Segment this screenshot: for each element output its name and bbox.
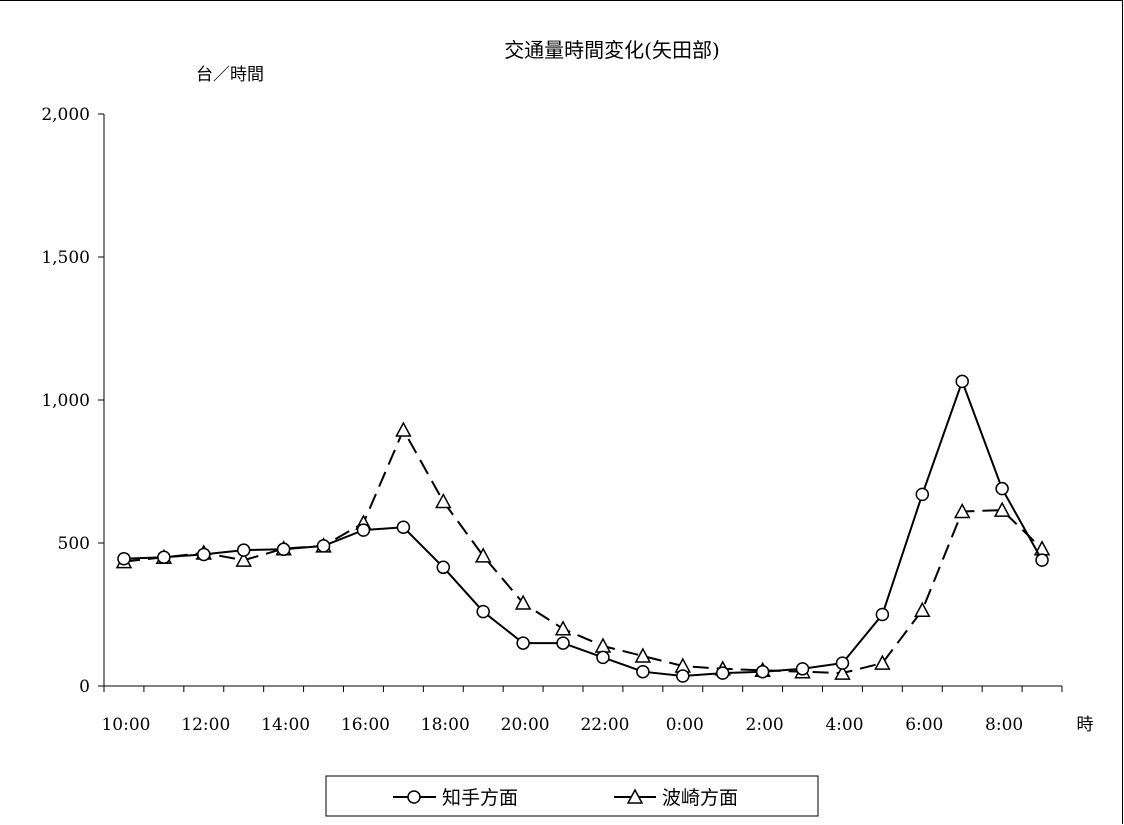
x-tick-label: 22:00 xyxy=(580,715,629,735)
data-point-circle xyxy=(636,664,650,679)
data-point-triangle xyxy=(953,502,971,519)
x-tick-label: 14:00 xyxy=(261,715,310,735)
data-point-triangle xyxy=(634,647,652,663)
x-tick-label: 10:00 xyxy=(101,715,150,735)
data-point-circle xyxy=(955,374,969,389)
data-point-circle xyxy=(396,520,411,535)
data-point-circle xyxy=(596,650,610,665)
series-layer xyxy=(115,374,1051,683)
y-tick-label: 2,000 xyxy=(41,105,90,125)
y-tick-label: 1,000 xyxy=(41,391,90,411)
series-chite xyxy=(117,374,1049,683)
data-point-circle xyxy=(1035,553,1049,567)
legend: 知手方面 波崎方面 xyxy=(325,775,819,817)
legend-marker-triangle xyxy=(626,788,644,804)
data-point-circle xyxy=(795,662,810,676)
data-point-triangle xyxy=(554,620,572,636)
x-tick-label: 16:00 xyxy=(341,715,390,735)
data-point-circle xyxy=(835,656,850,670)
data-point-triangle xyxy=(874,654,891,670)
data-point-circle xyxy=(715,666,730,680)
data-point-circle xyxy=(157,550,171,565)
x-tick-label: 6:00 xyxy=(905,715,943,735)
data-point-circle xyxy=(236,543,251,557)
y-axis-label: 台／時間 xyxy=(196,65,264,85)
data-point-circle xyxy=(995,481,1009,496)
data-point-circle xyxy=(875,607,890,622)
data-point-triangle xyxy=(834,664,851,680)
data-point-triangle xyxy=(395,421,412,437)
data-point-triangle xyxy=(235,551,252,567)
data-point-circle xyxy=(755,664,770,679)
legend-marker-circle xyxy=(407,790,421,804)
y-tick-label: 0 xyxy=(79,677,90,697)
data-point-circle xyxy=(276,542,291,557)
data-point-circle xyxy=(436,560,451,575)
x-tick-label: 0:00 xyxy=(666,715,704,735)
y-tick-label: 500 xyxy=(58,534,90,554)
x-tick-label: 2:00 xyxy=(746,715,784,735)
legend-label-hasaki: 波崎方面 xyxy=(662,787,738,809)
series-line xyxy=(123,427,1043,675)
data-point-circle xyxy=(516,636,530,650)
data-point-circle xyxy=(915,487,930,502)
x-tick-label: 4:00 xyxy=(825,715,863,735)
data-point-circle xyxy=(316,539,331,553)
data-point-triangle xyxy=(594,637,612,653)
data-point-circle xyxy=(197,547,211,562)
data-point-triangle xyxy=(435,492,452,509)
data-point-circle xyxy=(117,551,131,566)
x-tick-label: 20:00 xyxy=(501,715,550,735)
x-tick-label: 12:00 xyxy=(181,715,230,735)
series-line xyxy=(123,378,1043,678)
x-ticks: 10:00 12:00 14:00 16:00 18:00 20:00 22:00 0:00 2… xyxy=(101,686,1063,735)
data-point-triangle xyxy=(474,547,492,563)
y-tick-label: 1,500 xyxy=(41,248,90,268)
data-point-circle xyxy=(476,604,490,619)
x-tick-label: 18:00 xyxy=(421,715,470,735)
data-point-triangle xyxy=(914,601,931,617)
x-axis-label: 時 xyxy=(1077,715,1094,735)
data-point-circle xyxy=(356,523,371,537)
data-point-triangle xyxy=(993,501,1011,517)
series-hasaki xyxy=(115,421,1051,680)
y-ticks: 0 500 1,000 1,500 2,000 xyxy=(41,105,104,697)
chart-title: 交通量時間変化(矢田部) xyxy=(504,38,720,62)
legend-label-chite: 知手方面 xyxy=(442,787,518,809)
x-tick-label: 8:00 xyxy=(985,715,1023,735)
data-point-circle xyxy=(676,669,690,683)
data-point-circle xyxy=(556,636,570,650)
data-point-triangle xyxy=(514,594,532,610)
